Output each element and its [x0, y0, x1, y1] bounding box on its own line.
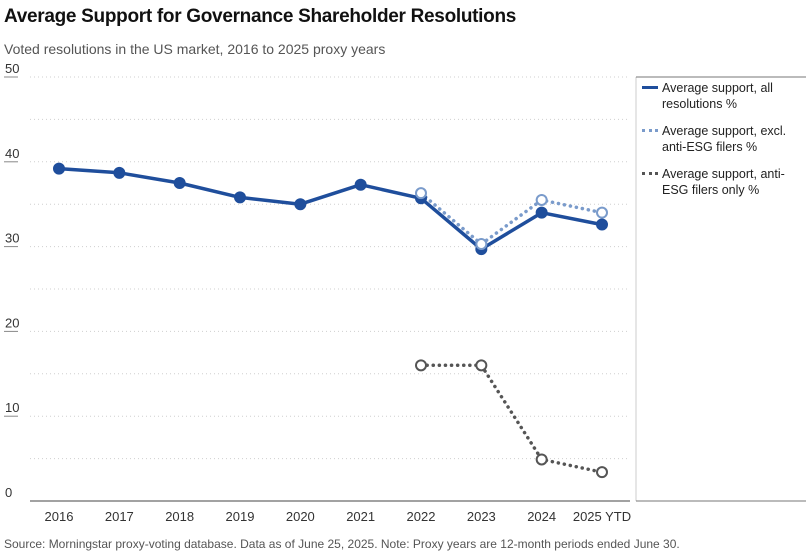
- data-point: [113, 166, 126, 179]
- data-point: [415, 359, 427, 372]
- data-point: [535, 193, 548, 206]
- chart-legend: Average support, all resolutions % Avera…: [638, 80, 806, 209]
- y-tick-label: 50: [5, 61, 19, 76]
- series-line-1: [419, 191, 604, 246]
- x-tick-label: 2020: [286, 509, 315, 524]
- y-tick-label: 40: [5, 146, 19, 161]
- legend-label-anti: Average support, anti-ESG filers only %: [662, 167, 785, 197]
- data-point: [475, 238, 488, 251]
- source-note: Source: Morningstar proxy-voting databas…: [4, 537, 680, 551]
- legend-swatch-solid-line: [642, 86, 658, 89]
- data-point: [415, 187, 427, 200]
- series-line-0: [57, 166, 604, 251]
- x-tick-label: 2024: [527, 509, 556, 524]
- chart-subtitle: Voted resolutions in the US market, 2016…: [4, 41, 386, 57]
- x-tick-label: 2016: [45, 509, 74, 524]
- data-point: [173, 177, 186, 189]
- data-point: [475, 359, 488, 372]
- legend-item-excl: Average support, excl. anti-ESG filers %: [638, 123, 806, 155]
- x-tick-label: 2025 YTD: [573, 509, 631, 524]
- x-tick-label: 2019: [226, 509, 255, 524]
- data-point: [294, 198, 307, 211]
- legend-item-anti: Average support, anti-ESG filers only %: [638, 166, 806, 198]
- legend-label-all: Average support, all resolutions %: [662, 81, 773, 111]
- data-point: [596, 218, 608, 231]
- data-point: [354, 178, 367, 191]
- x-tick-label: 2017: [105, 509, 134, 524]
- x-tick-label: 2022: [407, 509, 436, 524]
- legend-swatch-dotted-dark-line: [642, 172, 658, 175]
- chart-title: Average Support for Governance Sharehold…: [4, 6, 517, 27]
- data-point: [53, 162, 65, 175]
- data-point: [596, 206, 608, 219]
- data-point: [535, 453, 548, 466]
- y-tick-label: 0: [5, 485, 12, 500]
- x-tick-label: 2018: [165, 509, 194, 524]
- legend-item-all: Average support, all resolutions %: [638, 80, 806, 112]
- x-tick-label: 2023: [467, 509, 496, 524]
- legend-label-excl: Average support, excl. anti-ESG filers %: [662, 124, 787, 154]
- data-point: [535, 206, 548, 219]
- data-point: [234, 191, 246, 204]
- y-tick-label: 10: [5, 400, 19, 415]
- y-tick-label: 20: [5, 315, 19, 330]
- x-tick-label: 2021: [346, 509, 375, 524]
- data-point: [596, 466, 608, 479]
- y-tick-label: 30: [5, 231, 19, 246]
- legend-swatch-dotted-line: [642, 129, 658, 132]
- series-line-2: [419, 363, 604, 474]
